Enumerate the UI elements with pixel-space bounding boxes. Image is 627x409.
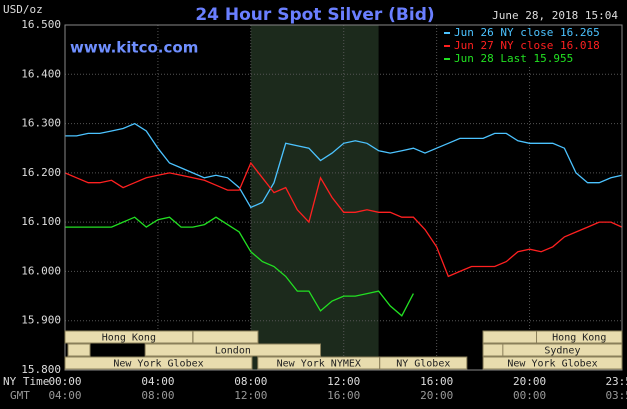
session-label: New York Globex [507, 359, 597, 370]
y-tick-label: 16.400 [21, 67, 61, 80]
site-label: www.kitco.com [70, 39, 198, 57]
x2-tick-label: 20:00 [420, 389, 453, 402]
session-box [502, 343, 623, 357]
x2-axis-label: GMT [10, 389, 30, 402]
x2-tick-label: 04:00 [48, 389, 81, 402]
chart-title: 24 Hour Spot Silver (Bid) [195, 5, 434, 25]
y-tick-label: 15.900 [21, 314, 61, 327]
x-tick-label: 12:00 [327, 375, 360, 388]
x2-tick-label: 00:00 [513, 389, 546, 402]
x-tick-label: 23:59 [605, 375, 627, 388]
legend-label: Jun 26 NY close 16.265 [454, 26, 600, 39]
session-box [482, 356, 623, 370]
x2-tick-label: 12:00 [234, 389, 267, 402]
y-axis-label: USD/oz [3, 3, 43, 16]
legend-label: Jun 28 Last 15.955 [454, 52, 573, 65]
x2-tick-label: 08:00 [141, 389, 174, 402]
x-tick-label: 00:00 [48, 375, 81, 388]
legend-label: Jun 27 NY close 16.018 [454, 39, 600, 52]
legend-box [438, 26, 620, 66]
y-tick-label: 16.300 [21, 117, 61, 130]
session-label: Sydney [544, 346, 580, 357]
session-box [482, 330, 539, 344]
session-box [144, 343, 322, 357]
session-label: NY Globex [396, 359, 450, 370]
plot-border [64, 24, 623, 371]
y-tick-label: 16.000 [21, 264, 61, 277]
session-label: New York NYMEX [277, 359, 361, 370]
session-box [536, 330, 623, 344]
x2-tick-label: 16:00 [327, 389, 360, 402]
x-tick-label: 16:00 [420, 375, 453, 388]
y-tick-label: 16.500 [21, 18, 61, 31]
session-box [192, 330, 259, 344]
y-tick-label: 16.200 [21, 166, 61, 179]
session-label: Hong Kong [552, 333, 606, 344]
x-axis-label: NY Time [3, 375, 49, 388]
session-box [379, 356, 468, 370]
x-tick-label: 20:00 [513, 375, 546, 388]
session-label: New York Globex [113, 359, 203, 370]
session-box [482, 343, 504, 357]
plot-area [64, 24, 623, 371]
session-label: London [215, 346, 251, 357]
session-label: Hong Kong [102, 333, 156, 344]
series-line [64, 161, 623, 278]
y-tick-label: 15.800 [21, 363, 61, 376]
series-line [65, 122, 623, 209]
x2-tick-label: 03:59 [605, 389, 627, 402]
session-box [64, 356, 253, 370]
series-line [65, 216, 414, 317]
timestamp: June 28, 2018 15:04 [492, 9, 618, 22]
session-box [67, 343, 91, 357]
y-tick-label: 16.100 [21, 215, 61, 228]
x-tick-label: 04:00 [141, 375, 174, 388]
x-tick-label: 08:00 [234, 375, 267, 388]
session-box [64, 330, 194, 344]
